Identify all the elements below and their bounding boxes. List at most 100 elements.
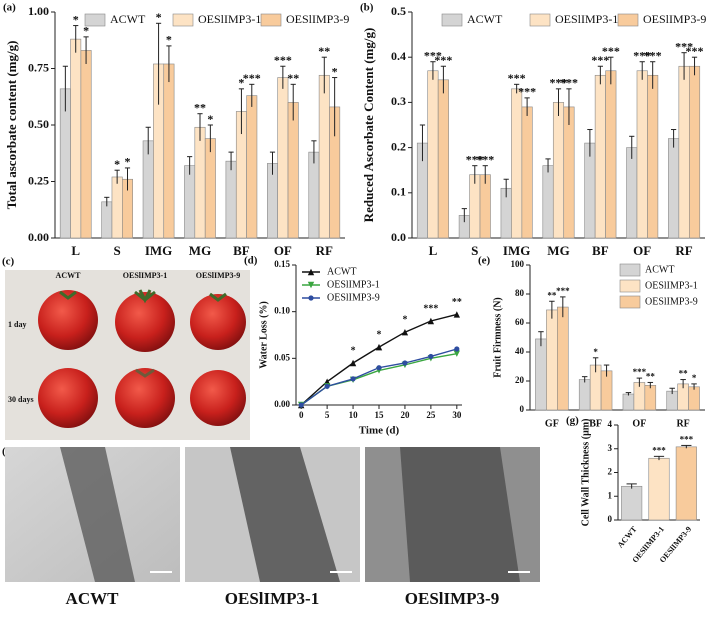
stem	[135, 368, 155, 378]
bar	[469, 174, 481, 239]
significance-label: *	[351, 345, 356, 356]
significance-label: ***	[424, 48, 442, 62]
bar	[318, 74, 330, 239]
bar	[689, 65, 701, 239]
tomato	[190, 370, 246, 426]
point	[350, 376, 356, 382]
panel-label: (e)	[478, 255, 491, 267]
y-tick-label: 0.3	[391, 94, 406, 108]
cell-wall	[400, 447, 520, 582]
x-tick-label: BF	[589, 418, 602, 429]
significance-label: ***	[423, 303, 438, 314]
bar	[647, 74, 659, 239]
y-axis-label: Reduced Ascorbate Content (mg/g)	[361, 28, 376, 223]
y-tick-label: 40	[515, 346, 525, 356]
line	[300, 313, 457, 406]
significance-label: ***	[476, 152, 494, 166]
significance-label: ***	[550, 76, 568, 90]
significance-label: ***	[466, 152, 484, 166]
significance-label: ***	[508, 71, 526, 85]
legend-label: OESlIMP3-9	[643, 12, 706, 26]
x-tick-label: 10	[349, 410, 359, 420]
x-tick-label: 5	[325, 410, 330, 420]
y-tick-label: 0.10	[274, 306, 290, 316]
y-tick-label: 20	[515, 375, 525, 385]
y-tick-label: 4	[608, 419, 613, 429]
significance-label: *	[83, 24, 89, 38]
y-axis-label: Water Loss (%)	[258, 301, 269, 369]
significance-label: ***	[652, 445, 666, 455]
legend-swatch	[619, 263, 641, 277]
bar	[184, 165, 196, 239]
y-tick-label: 0.5	[391, 4, 406, 18]
x-tick-label: GF	[545, 418, 559, 429]
y-tick-label: 0.15	[274, 259, 290, 269]
legend-swatch	[172, 13, 194, 27]
y-tick-label: 0.75	[28, 60, 49, 74]
y-tick-label: 0.05	[274, 352, 290, 362]
bar	[101, 201, 113, 239]
x-tick-label: RF	[676, 418, 689, 429]
point	[324, 383, 330, 389]
y-tick-label: 3	[608, 443, 613, 453]
significance-label: ***	[434, 53, 452, 67]
legend-swatch	[260, 13, 282, 27]
legend-label: OESlIMP3-1	[327, 279, 380, 290]
legend-swatch	[619, 279, 641, 293]
bar	[542, 165, 554, 239]
bar	[648, 457, 670, 521]
significance-label: ***	[591, 53, 609, 67]
column-label: OESlIMP3-1	[123, 271, 167, 280]
x-tick-label: BF	[592, 243, 609, 258]
legend-label: OESlIMP3-1	[645, 280, 698, 291]
y-tick-label: 100	[511, 259, 525, 269]
significance-label: **	[547, 290, 557, 300]
legend-label: OESlIMP3-1	[555, 12, 618, 26]
significance-label: *	[114, 157, 120, 171]
point	[307, 268, 315, 276]
point	[349, 359, 357, 367]
significance-label: *	[156, 10, 162, 24]
y-tick-label: 0.00	[28, 230, 49, 244]
bar	[70, 38, 82, 239]
significance-label: *	[332, 64, 338, 78]
bar	[479, 174, 491, 239]
point	[308, 295, 314, 301]
x-tick-label: BF	[233, 243, 250, 258]
point	[453, 311, 461, 318]
significance-label: ***	[518, 85, 536, 99]
legend-label: ACWT	[467, 12, 503, 26]
y-tick-label: 1	[608, 490, 613, 500]
y-tick-label: 1.00	[28, 4, 49, 18]
significance-label: *	[166, 33, 172, 47]
legend-swatch	[617, 13, 639, 27]
significance-label: **	[318, 44, 330, 58]
x-tick-label: 0	[299, 410, 304, 420]
bar	[675, 446, 697, 521]
bar	[308, 151, 320, 239]
x-tick-label: S	[471, 243, 478, 258]
point	[454, 346, 460, 352]
significance-label: ***	[633, 48, 651, 62]
x-tick-label: OF	[632, 418, 646, 429]
tomato	[38, 290, 98, 350]
panel-label: (a)	[3, 2, 16, 14]
point	[453, 350, 461, 357]
point	[402, 360, 408, 366]
legend-swatch	[441, 13, 463, 27]
x-tick-label: RF	[316, 243, 333, 258]
photo-caption: OESlIMP3-9	[405, 589, 499, 608]
bar	[427, 70, 439, 239]
tomato	[190, 294, 246, 350]
y-axis-label: Total ascorbate content (mg/g)	[4, 41, 19, 210]
bar	[194, 126, 206, 239]
legend-label: OESlIMP3-9	[645, 296, 698, 307]
x-tick-label: 15	[375, 410, 385, 420]
bar	[594, 74, 606, 239]
point	[401, 329, 409, 336]
significance-label: ***	[243, 71, 261, 85]
tomato	[115, 368, 175, 428]
significance-label: *	[402, 314, 407, 325]
significance-label: *	[73, 12, 79, 26]
x-tick-label: 20	[400, 410, 410, 420]
